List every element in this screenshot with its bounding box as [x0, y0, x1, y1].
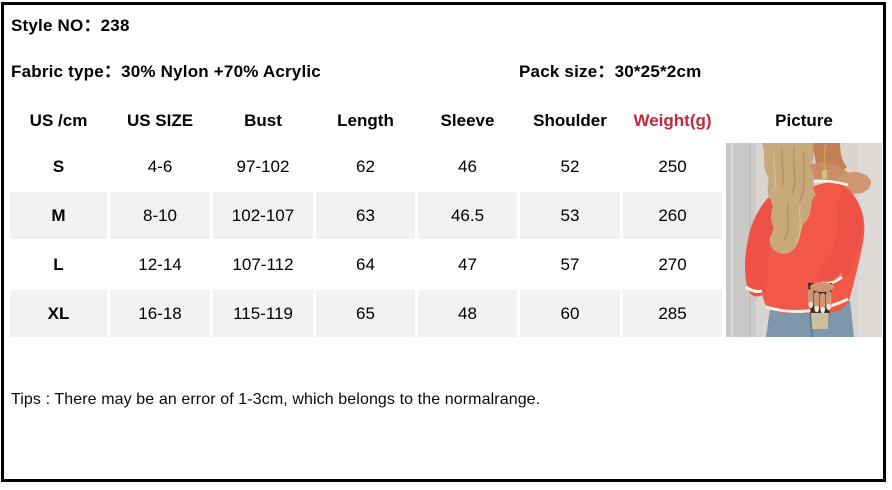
cell-weight: 285 [623, 290, 722, 337]
cell-sleeve: 47 [418, 241, 517, 288]
cell-size: S [10, 143, 107, 190]
cell-us-size: 16-18 [110, 290, 210, 337]
cell-shoulder: 53 [520, 192, 620, 239]
cell-bust: 115-119 [213, 290, 313, 337]
cell-us-size: 8-10 [110, 192, 210, 239]
col-header-shoulder: Shoulder [520, 101, 620, 141]
size-chart-table: US /cm US SIZE Bust Length Sleeve Should… [7, 99, 886, 339]
cell-size: M [10, 192, 107, 239]
table-row-m: M 8-10 102-107 63 46.5 53 260 [10, 192, 883, 239]
cell-shoulder: 52 [520, 143, 620, 190]
fabric-type-line: Fabric type：30% Nylon +70% Acrylic [11, 57, 321, 82]
cell-weight: 270 [623, 241, 722, 288]
cell-size: XL [10, 290, 107, 337]
col-header-length: Length [316, 101, 415, 141]
tips-note: Tips : There may be an error of 1-3cm, w… [11, 391, 541, 408]
cell-length: 62 [316, 143, 415, 190]
style-no-line: Style NO：238 [11, 11, 130, 36]
col-header-sleeve: Sleeve [418, 101, 517, 141]
pack-size-line: Pack size：30*25*2cm [519, 57, 701, 82]
col-header-picture: Picture [725, 101, 883, 141]
cell-bust: 97-102 [213, 143, 313, 190]
col-header-weight: Weight(g) [623, 101, 722, 141]
cell-weight: 260 [623, 192, 722, 239]
cell-bust: 107-112 [213, 241, 313, 288]
cell-length: 63 [316, 192, 415, 239]
cell-shoulder: 60 [520, 290, 620, 337]
cell-length: 64 [316, 241, 415, 288]
product-photo-cell [725, 143, 883, 337]
table-row-s: S 4-6 97-102 62 46 52 250 [10, 143, 883, 337]
cell-bust: 102-107 [213, 192, 313, 239]
col-header-us-cm: US /cm [10, 101, 107, 141]
product-photo [726, 143, 882, 337]
table-header-row: US /cm US SIZE Bust Length Sleeve Should… [10, 101, 883, 141]
col-header-us-size: US SIZE [110, 101, 210, 141]
cell-size: L [10, 241, 107, 288]
style-no-value: 238 [100, 16, 130, 35]
cell-shoulder: 57 [520, 241, 620, 288]
cell-sleeve: 48 [418, 290, 517, 337]
cell-sleeve: 46 [418, 143, 517, 190]
col-header-bust: Bust [213, 101, 313, 141]
pack-size-label: Pack size： [519, 62, 615, 81]
fabric-type-value: 30% Nylon +70% Acrylic [121, 62, 321, 81]
table-row-xl: XL 16-18 115-119 65 48 60 285 [10, 290, 883, 337]
fabric-type-label: Fabric type： [11, 62, 122, 81]
table-row-l: L 12-14 107-112 64 47 57 270 [10, 241, 883, 288]
cell-sleeve: 46.5 [418, 192, 517, 239]
cell-us-size: 4-6 [110, 143, 210, 190]
cell-length: 65 [316, 290, 415, 337]
style-no-label: Style NO： [11, 16, 101, 35]
cell-weight: 250 [623, 143, 722, 190]
pack-size-value: 30*25*2cm [614, 62, 702, 81]
cell-us-size: 12-14 [110, 241, 210, 288]
product-photo-illustration [726, 143, 882, 337]
